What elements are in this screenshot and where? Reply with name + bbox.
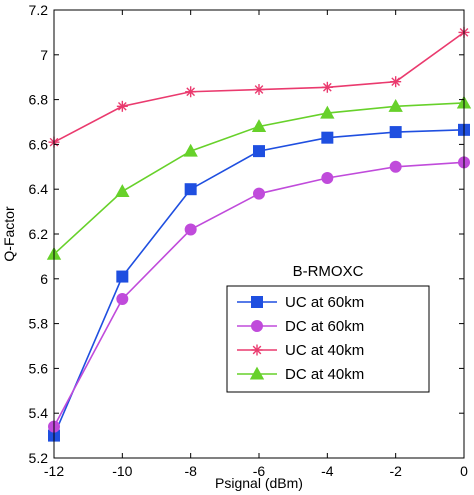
star-stroke [254, 85, 264, 94]
legend: B-RMOXC UC at 60km DC at 60km UC at 40km DC … [226, 263, 430, 393]
legend-title: B-RMOXC [293, 263, 364, 280]
y-tick-label: 6.2 [29, 226, 49, 242]
data-point [320, 105, 335, 119]
y-tick-label: 5.4 [29, 405, 49, 421]
legend-entry: DC at 60km [237, 318, 364, 335]
legend-entry: UC at 60km [237, 294, 364, 311]
series-circle [48, 156, 470, 433]
y-tick-label: 6 [40, 271, 48, 287]
x-tick-label: -10 [112, 463, 132, 479]
legend-label: UC at 40km [285, 342, 364, 359]
legend-entry: UC at 40km [237, 342, 364, 359]
y-tick-label: 6.4 [29, 181, 49, 197]
series-triangle [46, 95, 472, 260]
y-axis-label: Q-Factor [1, 206, 17, 262]
y-tick-label: 5.2 [29, 450, 49, 466]
star-stroke [186, 87, 196, 97]
data-point [321, 81, 333, 93]
star-stroke [117, 101, 127, 111]
legend-marker [251, 320, 263, 332]
data-point [116, 270, 129, 283]
data-point [388, 98, 403, 112]
y-tick-label: 5.8 [29, 316, 49, 332]
data-point [321, 131, 334, 144]
axes-layer: 5.2 5.4 5.6 5.8 6 6.2 6.4 6.6 6.8 7 7.2 -12 -10 -8 -6 -… [29, 2, 469, 479]
data-point [116, 100, 128, 112]
data-point [253, 187, 265, 200]
data-point [389, 126, 402, 139]
series-star [48, 26, 470, 148]
legend-marker [249, 366, 265, 380]
legend-label: DC at 60km [285, 318, 364, 335]
star-stroke [252, 345, 262, 355]
data-point [115, 184, 130, 197]
y-tick-label: 6.6 [29, 136, 49, 152]
x-tick-label: -2 [389, 463, 402, 479]
data-point [184, 183, 197, 196]
y-tick-label: 7.2 [29, 2, 49, 18]
data-point [321, 172, 334, 184]
data-point [116, 292, 129, 305]
series-layer [46, 26, 472, 442]
star-stroke [391, 77, 401, 87]
data-point [390, 76, 402, 88]
y-tick-label: 7 [40, 47, 48, 63]
data-point [251, 119, 267, 133]
star-stroke [322, 82, 332, 92]
data-point [183, 143, 198, 157]
legend-entry: DC at 40km [237, 366, 364, 383]
legend-label: UC at 60km [285, 294, 364, 311]
y-tick-label: 6.8 [29, 92, 49, 108]
x-tick-label: -8 [184, 463, 197, 479]
x-axis-label: Psignal (dBm) [215, 475, 303, 491]
x-tick-label: 0 [460, 463, 468, 479]
legend-marker [251, 296, 263, 308]
legend-label: DC at 40km [285, 366, 364, 383]
y-tick-label: 5.6 [29, 360, 49, 376]
data-point [185, 86, 197, 98]
x-tick-label: -6 [253, 463, 266, 479]
legend-marker [251, 344, 263, 356]
data-point [184, 223, 197, 236]
data-point [389, 160, 402, 173]
x-tick-label: -4 [321, 463, 334, 479]
data-point [253, 145, 265, 158]
data-point [253, 84, 265, 96]
x-tick-label: -12 [44, 463, 64, 479]
